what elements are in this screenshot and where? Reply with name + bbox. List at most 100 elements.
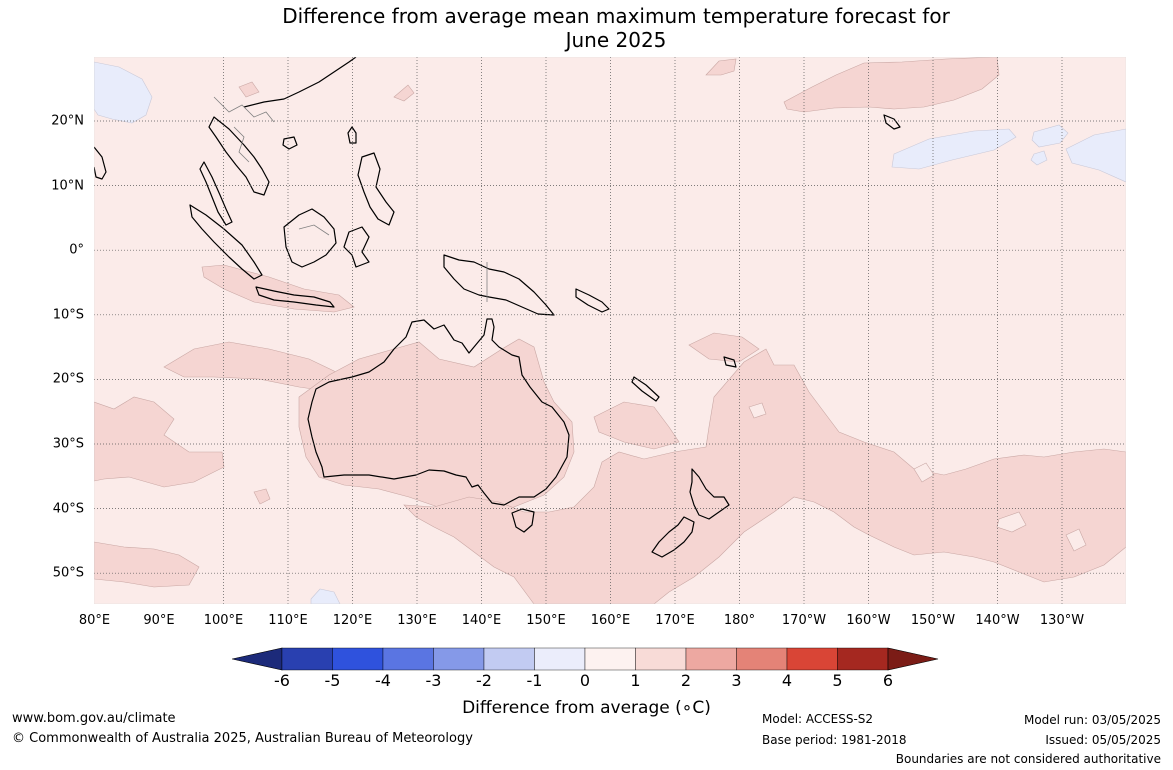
fiji-coastline [723, 356, 737, 368]
taiwan-coastline [347, 126, 357, 144]
colorbar-tick-label: 2 [680, 671, 692, 690]
hole-2 [748, 402, 767, 419]
latitude-label: 20°S [52, 371, 84, 387]
philippines-coastline [357, 152, 395, 226]
colorbar-extend-high [887, 647, 939, 671]
cool-region-north-pacific-1 [891, 128, 1017, 170]
warm-region-west-pacific [705, 58, 737, 76]
new-guinea-coastline [443, 254, 555, 316]
longitude-label: 100°E [203, 613, 244, 628]
warm-region-southeast-pacific [403, 348, 1126, 604]
longitude-label: 170°E [655, 613, 695, 628]
cool-region-southern-ocean [310, 588, 341, 604]
colorbar-extend-low [232, 647, 283, 671]
colorbar-segment [837, 647, 889, 671]
sulawesi-coastline [343, 226, 370, 268]
title-line-2: June 2025 [565, 28, 667, 52]
solomons-coastline [575, 288, 610, 313]
longitude-label: 150°E [526, 613, 566, 628]
indochina-coastline [208, 116, 270, 196]
map-title: Difference from average mean maximum tem… [0, 4, 1173, 52]
colorbar-segment [584, 647, 636, 671]
warm-region-central-pacific [688, 332, 760, 363]
colorbar-segment [382, 647, 434, 671]
latitude-label: 20°N [51, 113, 84, 129]
new-caledonia-coastline [631, 376, 660, 402]
title-line-1: Difference from average mean maximum tem… [282, 4, 950, 28]
warm-region-philippines-sea [393, 84, 415, 102]
warm-region-australia [298, 338, 575, 516]
warm-region-south-indian-ocean [94, 541, 200, 588]
forecast-map [94, 57, 1126, 604]
issued-text: Issued: 05/05/2025 [1045, 733, 1161, 747]
colorbar-segment [332, 647, 384, 671]
colorbar-segment [281, 647, 333, 671]
cool-anomaly-regions [94, 61, 1126, 604]
base-period-text: Base period: 1981-2018 [762, 733, 907, 747]
warm-anomaly-regions [94, 57, 1126, 604]
copyright-text: © Commonwealth of Australia 2025, Austra… [12, 731, 473, 746]
warm-region-coral-sea [593, 401, 680, 450]
longitude-label: 160°W [846, 613, 891, 628]
warm-region-southwest-indian-ocean [94, 396, 225, 488]
hole-4 [913, 462, 935, 483]
latitude-label: 30°S [52, 436, 84, 452]
colorbar-tick-label: 3 [731, 671, 742, 690]
hainan-coastline [282, 136, 298, 150]
colorbar-segment [685, 647, 737, 671]
colorbar-tick-label: -3 [425, 671, 442, 690]
colorbar-tick-label: 6 [882, 671, 894, 690]
latitude-label: 50°S [52, 565, 84, 581]
colorbar-segment [786, 647, 838, 671]
colorbar-segment [433, 647, 485, 671]
cool-region-north-pacific-4 [1030, 150, 1048, 166]
border-indochina-2 [233, 126, 250, 163]
cool-region-north-pacific-3 [1065, 128, 1126, 183]
china-coast [243, 57, 357, 108]
colorbar-segment [635, 647, 687, 671]
longitude-label: 140°W [975, 613, 1020, 628]
longitude-label: 180° [723, 613, 756, 628]
border-indochina-1 [213, 96, 275, 123]
australia-coastline [307, 318, 570, 506]
india-coast [94, 146, 107, 180]
borneo-coastline [283, 208, 337, 268]
longitude-label: 150°W [910, 613, 956, 628]
longitude-label: 160°E [590, 613, 631, 628]
colorbar-segment [736, 647, 788, 671]
colorbar-tick-label: 1 [630, 671, 641, 690]
coastlines [94, 57, 901, 558]
border-borneo [298, 224, 330, 236]
model-text: Model: ACCESS-S2 [762, 712, 874, 726]
java-coastline [255, 286, 335, 308]
new-zealand-north-coastline [689, 468, 730, 520]
country-borders [213, 96, 488, 302]
tasmania-coastline [511, 508, 535, 533]
latitude-label: 0° [69, 242, 84, 258]
gridlines [94, 57, 1126, 604]
colorbar-tick-label: 0 [579, 671, 591, 690]
colorbar-tick-label: -6 [274, 671, 290, 690]
hole-3 [1065, 528, 1087, 552]
warm-region-southwest-island [253, 488, 271, 505]
latitude-label: 40°S [52, 501, 84, 517]
model-run-text: Model run: 03/05/2025 [1023, 713, 1161, 727]
colorbar-tick-label: -4 [375, 671, 391, 690]
malay-peninsula-coastline [199, 161, 233, 226]
latitude-label: 10°N [51, 178, 84, 194]
colorbar [232, 647, 939, 671]
colorbar-segment [534, 647, 586, 671]
longitude-label: 130°W [1039, 613, 1085, 628]
disclaimer-text: Boundaries are not considered authoritat… [895, 752, 1161, 766]
colorbar-tick-label: 4 [781, 671, 793, 690]
longitude-label: 90°E [143, 613, 175, 628]
colorbar-title: Difference from average (∘C) [462, 698, 711, 718]
cool-region-bay-of-bengal [94, 61, 153, 124]
latitude-label: 10°S [52, 307, 84, 323]
colorbar-tick-label: 5 [832, 671, 843, 690]
warm-region-south-china-sea [238, 81, 260, 98]
longitude-label: 130°E [397, 613, 437, 628]
hawaii-coastline [883, 114, 901, 130]
new-zealand-south-coastline [651, 516, 695, 558]
longitude-label: 140°E [461, 613, 502, 628]
